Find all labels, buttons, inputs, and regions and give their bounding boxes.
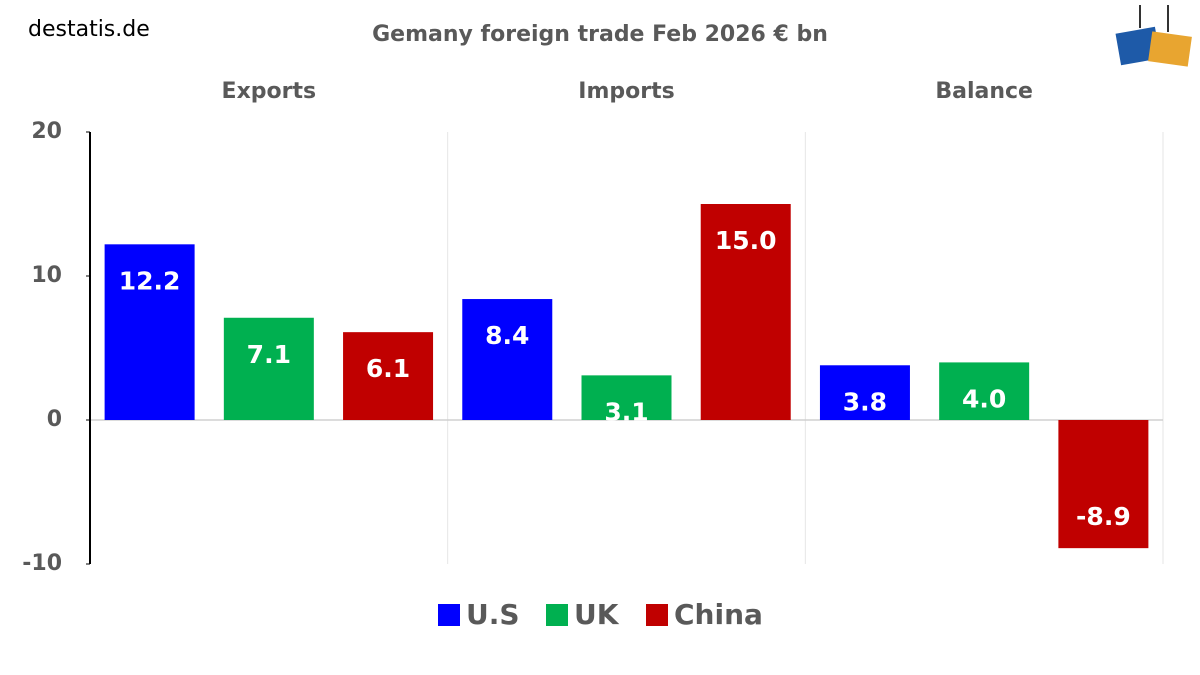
bar — [343, 332, 434, 420]
bar — [939, 362, 1030, 420]
group-label: Balance — [935, 79, 1033, 104]
legend-swatch — [646, 604, 668, 626]
value-label: 6.1 — [366, 354, 410, 383]
value-label: -8.9 — [1076, 502, 1131, 531]
value-label: 8.4 — [485, 321, 529, 350]
value-label: 3.8 — [843, 387, 887, 416]
group-label: Imports — [578, 79, 674, 104]
legend-label: China — [674, 598, 763, 631]
legend-label: U.S — [466, 598, 520, 631]
value-label: 4.0 — [962, 384, 1006, 413]
legend-swatch — [546, 604, 568, 626]
y-tick-label: -10 — [22, 551, 62, 576]
bar — [819, 365, 910, 420]
value-label: 7.1 — [247, 340, 291, 369]
y-tick-label: 0 — [47, 407, 62, 432]
y-tick-label: 10 — [31, 263, 62, 288]
chart-title: Gemany foreign trade Feb 2026 € bn — [372, 22, 828, 47]
bar — [462, 299, 553, 420]
bar — [581, 375, 672, 420]
logo — [1115, 5, 1192, 67]
bar — [700, 204, 791, 420]
bar — [1058, 420, 1149, 549]
source: destatis.de — [28, 17, 150, 42]
legend-swatch — [438, 604, 460, 626]
value-label: 12.2 — [119, 266, 181, 295]
value-label: 3.1 — [604, 397, 648, 426]
value-label: 15.0 — [715, 226, 777, 255]
bar — [104, 244, 195, 420]
bar — [223, 317, 314, 420]
legend-label: UK — [574, 598, 620, 631]
y-tick-label: 20 — [31, 119, 62, 144]
group-label: Exports — [222, 79, 317, 104]
